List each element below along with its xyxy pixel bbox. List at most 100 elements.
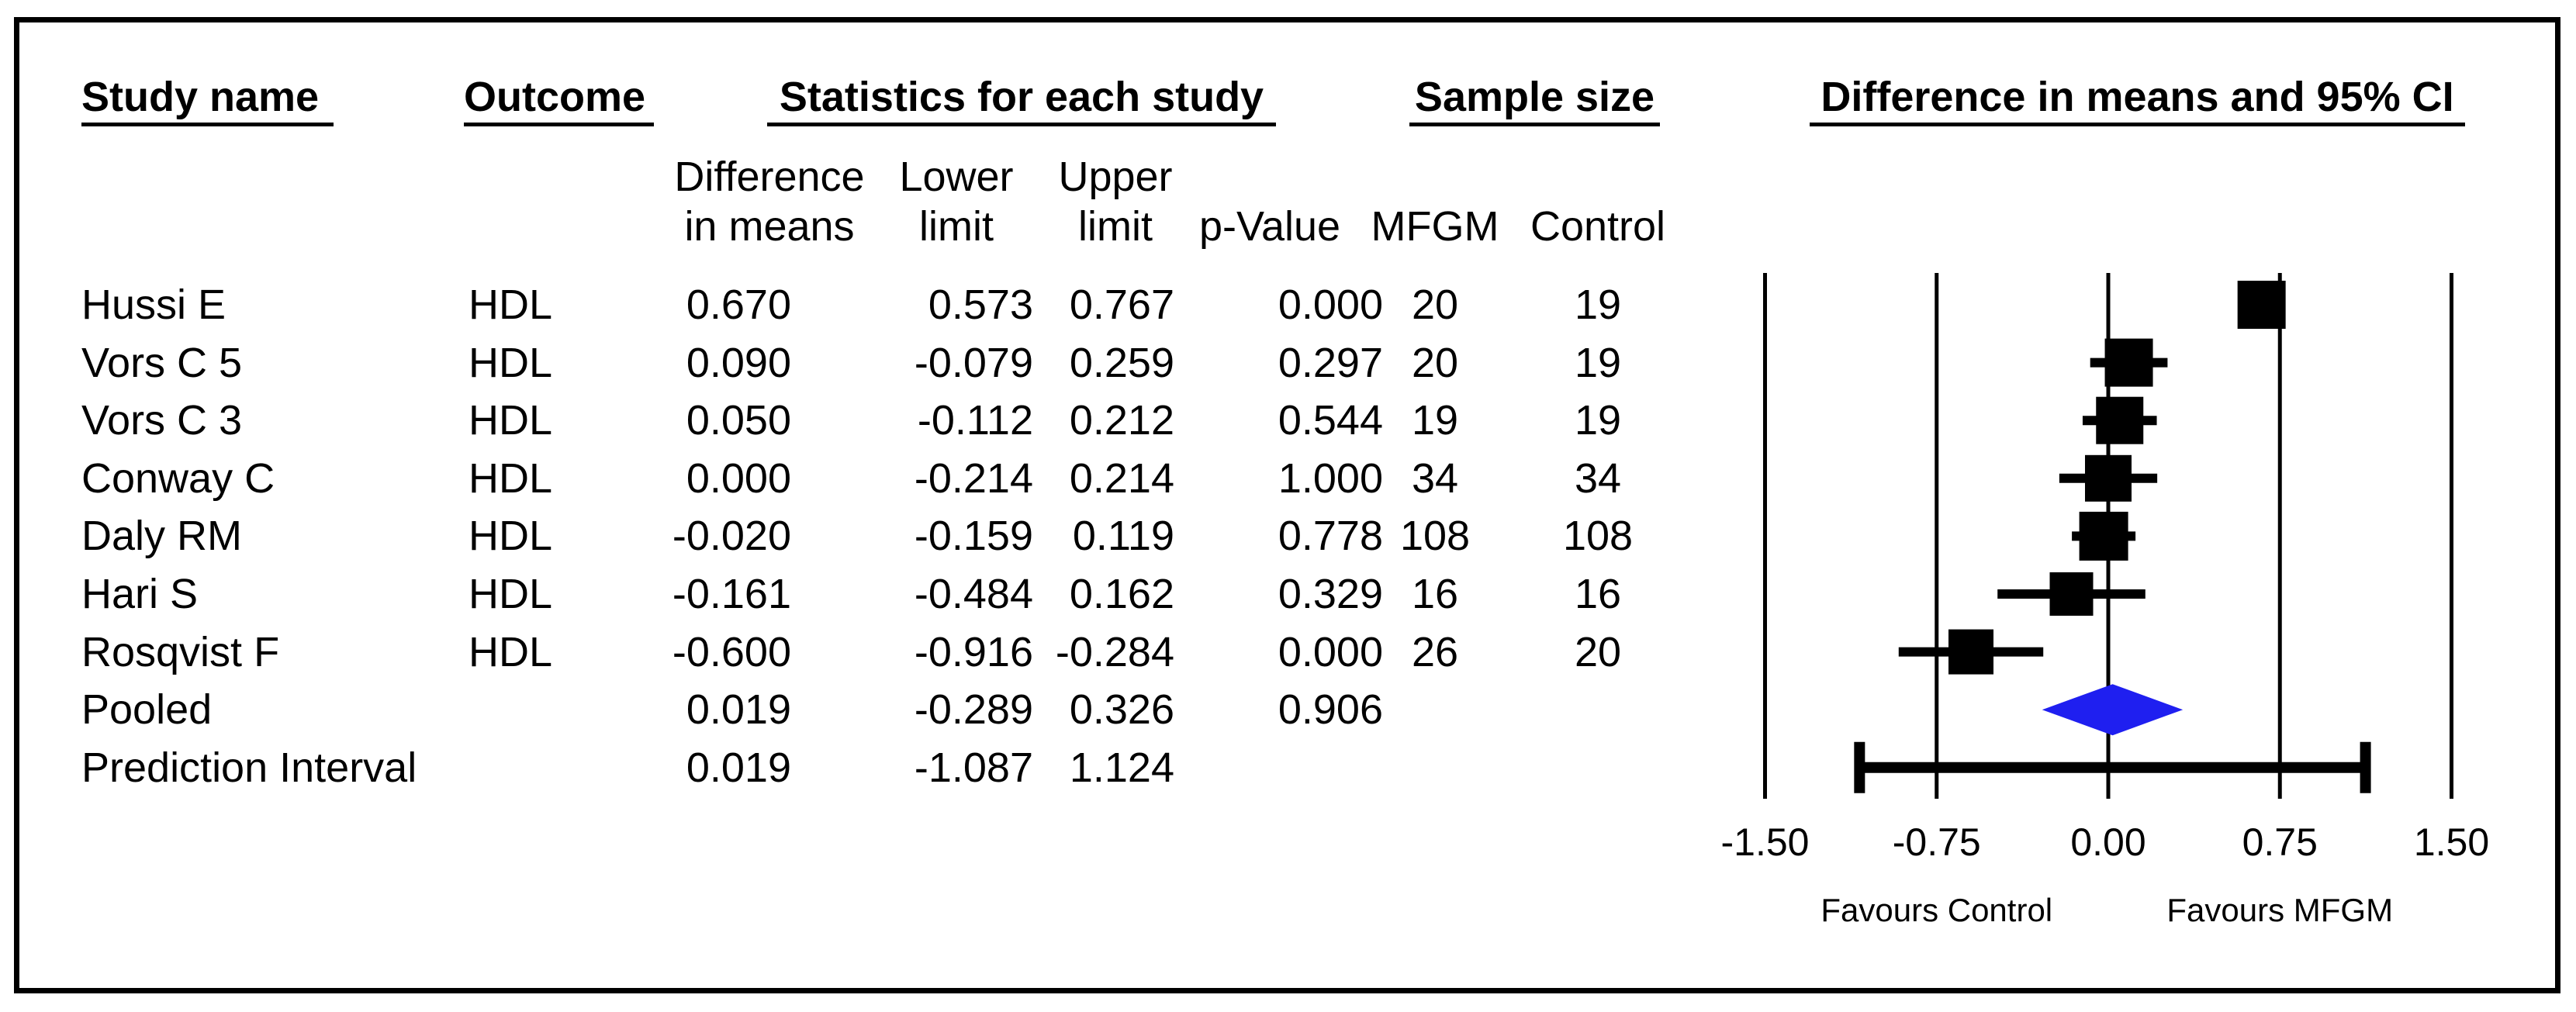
cell-diff: 0.050 [686,397,791,444]
cell-upper: -0.284 [1055,628,1174,675]
cell-p: 0.297 [1278,339,1383,386]
cell-outcome: HDL [469,397,553,444]
subheader-difference-line1: Difference [674,154,865,200]
table-row: Rosqvist F HDL -0.600 -0.916 -0.284 0.000 26 20 [0,623,1800,682]
cell-p: 0.544 [1278,397,1383,444]
effect-square [1948,629,1993,675]
subheader-difference-line2: in means [684,203,855,250]
cell-study: Hari S [81,571,199,617]
cell-upper: 0.259 [1069,339,1174,386]
table-row: Pooled 0.019 -0.289 0.326 0.906 [0,680,1800,739]
effect-square [2237,281,2286,329]
cell-diff: 0.090 [686,339,791,386]
cell-study: Hussi E [81,281,226,328]
cell-study: Conway C [81,454,275,502]
cell-lower: -0.112 [917,397,1033,444]
subheader-p-value: p-Value [1198,203,1341,250]
x-tick-label: 0.75 [2242,820,2318,864]
cell-diff: -0.600 [672,628,791,675]
cell-diff: -0.161 [672,571,791,617]
favours-mfgm-label: Favours MFGM [2166,892,2393,928]
cell-mfgm: 16 [1411,571,1459,617]
cell-control: 20 [1574,628,1622,675]
cell-lower: -0.484 [914,571,1033,617]
cell-p: 0.778 [1278,513,1383,560]
effect-square [2104,338,2153,387]
table-row: Prediction Interval 0.019 -1.087 1.124 [0,738,1800,797]
effect-square [2049,572,2094,616]
x-tick-label: -0.75 [1893,820,1981,864]
subheader-lower-line1: Lower [899,154,1014,200]
cell-lower: -0.214 [914,454,1033,502]
table-row: Daly RM HDL -0.020 -0.159 0.119 0.778 108 108 [0,506,1800,565]
cell-diff: 0.019 [686,686,791,734]
column-header-plot: Difference in means and 95% CI [1810,76,2465,126]
cell-study: Prediction Interval [81,744,417,791]
cell-control: 108 [1562,513,1634,560]
subheader-upper-line2: limit [1078,203,1153,250]
cell-outcome: HDL [469,513,553,560]
column-header-statistics: Statistics for each study [767,76,1276,126]
figure-border [14,17,2560,993]
x-tick-label: 1.50 [2414,820,2489,864]
effect-square [2085,454,2132,502]
cell-control: 19 [1574,281,1622,328]
cell-p: 1.000 [1278,454,1383,502]
cell-study: Pooled [81,686,213,734]
table-row: Hussi E HDL 0.670 0.573 0.767 0.000 20 19 [0,275,1800,334]
cell-lower: 0.573 [928,281,1033,328]
cell-lower: -1.087 [914,744,1033,791]
cell-mfgm: 26 [1411,628,1459,675]
cell-mfgm: 20 [1411,339,1459,386]
cell-upper: 0.162 [1069,571,1174,617]
subheader-lower-line2: limit [919,203,994,250]
cell-lower: -0.289 [914,686,1033,734]
cell-outcome: HDL [469,628,553,675]
cell-upper: 0.212 [1069,397,1174,444]
cell-diff: 0.019 [686,744,791,791]
cell-upper: 0.119 [1072,513,1174,560]
cell-mfgm: 34 [1411,454,1459,502]
cell-control: 16 [1574,571,1622,617]
column-header-study-name: Study name [81,76,334,126]
cell-upper: 0.767 [1069,281,1174,328]
cell-control: 34 [1574,454,1622,502]
column-header-sample-size: Sample size [1409,76,1660,126]
cell-p: 0.329 [1278,571,1383,617]
cell-diff: 0.670 [686,281,791,328]
cell-p: 0.906 [1278,686,1383,734]
effect-square [2096,396,2144,444]
cell-lower: -0.916 [914,628,1033,675]
table-row: Vors C 3 HDL 0.050 -0.112 0.212 0.544 19 19 [0,391,1800,450]
cell-outcome: HDL [469,281,553,328]
cell-study: Rosqvist F [81,628,280,675]
effect-square [2079,511,2128,561]
cell-mfgm: 19 [1411,397,1459,444]
favours-control-label: Favours Control [1820,892,2052,928]
pooled-diamond [2042,684,2184,736]
cell-control: 19 [1574,339,1622,386]
cell-outcome: HDL [469,454,553,502]
table-row: Conway C HDL 0.000 -0.214 0.214 1.000 34 34 [0,449,1800,508]
cell-upper: 0.214 [1069,454,1174,502]
cell-study: Vors C 5 [81,339,243,386]
cell-outcome: HDL [469,339,553,386]
cell-study: Daly RM [81,513,243,560]
cell-mfgm: 108 [1399,513,1471,560]
cell-upper: 0.326 [1069,686,1174,734]
x-tick-label: 0.00 [2070,820,2146,864]
cell-lower: -0.079 [914,339,1033,386]
cell-diff: 0.000 [686,454,791,502]
cell-mfgm: 20 [1411,281,1459,328]
cell-p: 0.000 [1278,281,1383,328]
column-header-outcome: Outcome [464,76,654,126]
cell-outcome: HDL [469,571,553,617]
cell-upper: 1.124 [1069,744,1174,791]
table-row: Hari S HDL -0.161 -0.484 0.162 0.329 16 16 [0,565,1800,623]
cell-study: Vors C 3 [81,397,243,444]
cell-control: 19 [1574,397,1622,444]
cell-p: 0.000 [1278,628,1383,675]
subheader-upper-line1: Upper [1058,154,1173,200]
x-tick-label: -1.50 [1721,820,1810,864]
